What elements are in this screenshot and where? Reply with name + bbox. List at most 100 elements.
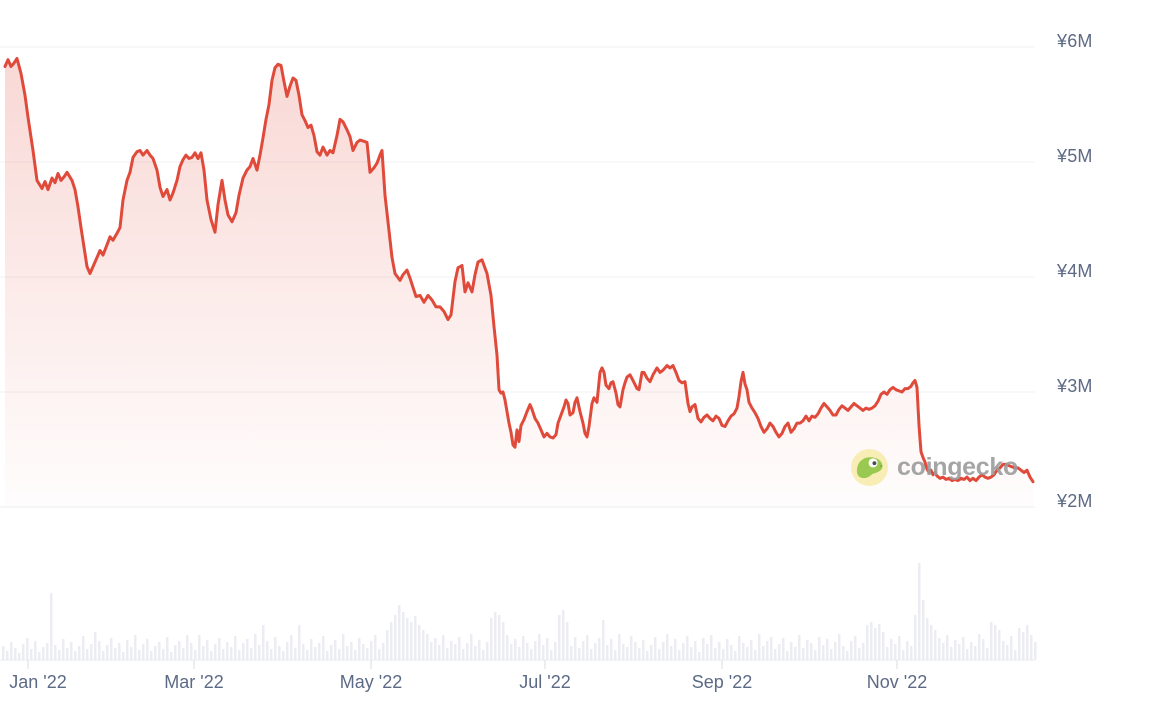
volume-bar xyxy=(638,648,641,660)
volume-bar xyxy=(574,637,577,660)
volume-bar xyxy=(790,642,793,660)
volume-bar xyxy=(974,646,977,660)
price-line xyxy=(3,57,1035,484)
volume-bar xyxy=(342,634,345,660)
volume-bar xyxy=(678,650,681,660)
volume-bar xyxy=(358,638,361,660)
volume-bar xyxy=(1034,642,1037,660)
volume-bar xyxy=(878,624,881,660)
volume-bar xyxy=(426,634,429,660)
volume-bar xyxy=(738,636,741,660)
volume-bar xyxy=(378,649,381,660)
volume-bar xyxy=(6,651,9,660)
volume-bar xyxy=(326,651,329,660)
volume-bar xyxy=(906,641,909,660)
volume-bar xyxy=(686,636,689,660)
volume-bar xyxy=(258,645,261,660)
volume-bar xyxy=(14,648,17,660)
volume-bar xyxy=(726,639,729,660)
volume-bar xyxy=(174,645,177,660)
volume-bar xyxy=(430,642,433,660)
volume-bar xyxy=(854,636,857,660)
volume-bar xyxy=(922,600,925,660)
volume-bar xyxy=(2,646,5,660)
volume-bar xyxy=(1018,628,1021,660)
volume-bar xyxy=(662,642,665,660)
volume-bar xyxy=(862,643,865,660)
volume-bar xyxy=(194,650,197,660)
volume-bar xyxy=(90,644,93,660)
volume-bar xyxy=(706,644,709,660)
volume-bar xyxy=(626,647,629,660)
volume-bar xyxy=(486,642,489,660)
volume-bar xyxy=(798,635,801,660)
volume-bar xyxy=(510,644,513,660)
volume-bar xyxy=(246,639,249,660)
volume-bar xyxy=(1022,632,1025,660)
volume-bar xyxy=(522,636,525,660)
volume-bar xyxy=(718,642,721,660)
volume-bar xyxy=(38,652,41,660)
volume-bar xyxy=(374,635,377,660)
volume-bar xyxy=(770,637,773,660)
volume-bar xyxy=(966,649,969,660)
volume-bar xyxy=(294,648,297,660)
volume-bar xyxy=(682,643,685,660)
volume-bar xyxy=(674,639,677,660)
volume-bar xyxy=(314,647,317,660)
volume-bar xyxy=(658,649,661,660)
volume-bar xyxy=(242,643,245,660)
volume-bar xyxy=(134,635,137,660)
volume-bar xyxy=(866,625,869,660)
volume-bar xyxy=(410,622,413,660)
volume-bar xyxy=(714,648,717,660)
volume-bar xyxy=(602,620,605,660)
volume-bar xyxy=(610,639,613,660)
volume-bar xyxy=(490,618,493,660)
volume-bar xyxy=(234,636,237,660)
coingecko-gecko-icon xyxy=(851,449,888,486)
volume-bar xyxy=(894,644,897,660)
volume-bar xyxy=(646,651,649,660)
volume-bar xyxy=(206,640,209,660)
volume-bar xyxy=(70,642,73,660)
volume-bar xyxy=(202,646,205,660)
volume-bar xyxy=(50,593,53,660)
volume-bar xyxy=(478,640,481,660)
volume-bar xyxy=(730,645,733,660)
volume-bar xyxy=(446,648,449,660)
volume-bar xyxy=(178,641,181,660)
volume-bar xyxy=(254,634,257,660)
volume-bar xyxy=(386,630,389,660)
volume-bar xyxy=(210,651,213,660)
volume-bar xyxy=(290,635,293,660)
volume-bar xyxy=(150,651,153,660)
volume-bar xyxy=(1010,636,1013,660)
volume-bar xyxy=(890,639,893,660)
volume-bar xyxy=(482,650,485,660)
volume-bar xyxy=(394,615,397,660)
volume-bar xyxy=(750,640,753,660)
volume-bar xyxy=(514,639,517,660)
volume-bar xyxy=(954,640,957,660)
volume-bar xyxy=(826,639,829,660)
volume-bar xyxy=(606,645,609,660)
volume-bar xyxy=(306,650,309,660)
volume-bar xyxy=(502,622,505,660)
volume-bar xyxy=(302,644,305,660)
volume-bar xyxy=(698,652,701,660)
volume-bar xyxy=(86,649,89,660)
volume-bar xyxy=(130,647,133,660)
volume-bar xyxy=(1006,645,1009,660)
volume-bar xyxy=(94,632,97,660)
volume-bar xyxy=(582,641,585,660)
volume-bar xyxy=(110,638,113,660)
volume-bar xyxy=(986,648,989,660)
volume-bar xyxy=(466,643,469,660)
volume-bar xyxy=(566,622,569,660)
volume-bar xyxy=(982,639,985,660)
volume-bar xyxy=(422,630,425,660)
volume-bar xyxy=(382,643,385,660)
volume-bar xyxy=(958,644,961,660)
